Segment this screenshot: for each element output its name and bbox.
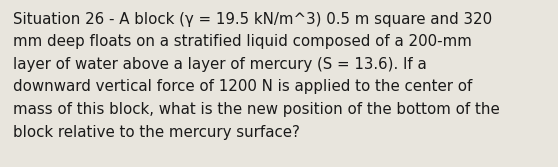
Text: Situation 26 - A block (γ = 19.5 kN/m^3) 0.5 m square and 320: Situation 26 - A block (γ = 19.5 kN/m^3)… — [13, 12, 492, 27]
Text: downward vertical force of 1200 N is applied to the center of: downward vertical force of 1200 N is app… — [13, 79, 473, 95]
Text: block relative to the mercury surface?: block relative to the mercury surface? — [13, 125, 300, 139]
Text: layer of water above a layer of mercury (S = 13.6). If a: layer of water above a layer of mercury … — [13, 57, 427, 72]
Text: mass of this block, what is the new position of the bottom of the: mass of this block, what is the new posi… — [13, 102, 500, 117]
Text: mm deep floats on a stratified liquid composed of a 200-mm: mm deep floats on a stratified liquid co… — [13, 35, 472, 49]
